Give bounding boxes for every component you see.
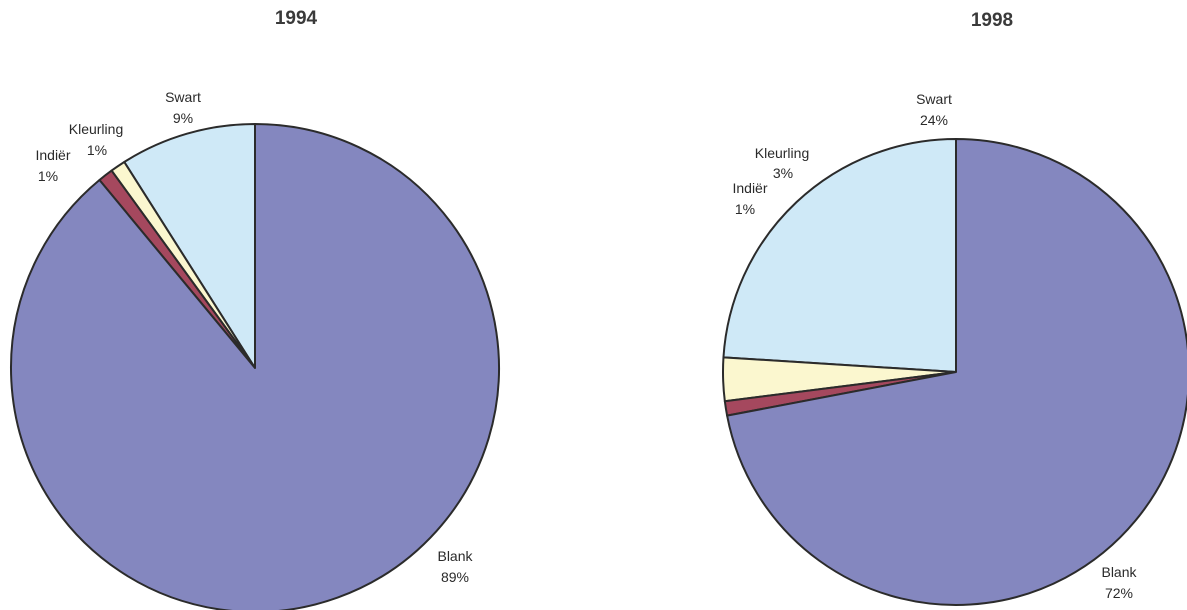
pie-chart-1998: 1998 Blank 72% Indiër 1% Kleurling 3% Swart 24%: [722, 10, 1187, 606]
slice-label-indier-1998: Indiër: [732, 180, 767, 196]
slice-value-swart-1994: 9%: [173, 110, 193, 126]
slice-value-kleurling-1994: 1%: [87, 142, 107, 158]
slice-value-kleurling-1998: 3%: [773, 165, 793, 181]
pie-chart-1994: 1994 Blank 89% Indiër 1% Kleurling 1% Swart 9%: [10, 8, 500, 610]
pie-slice-swart-1998: [722, 138, 957, 373]
slice-label-blank-1994: Blank: [437, 548, 473, 564]
pie-slice-blank-1998: [726, 138, 1187, 606]
slice-value-indier-1998: 1%: [735, 201, 755, 217]
pie-slice-swart-1994: [123, 123, 256, 369]
pie-slice-blank-1994: [10, 123, 500, 610]
slice-value-blank-1994: 89%: [441, 569, 469, 585]
slice-label-swart-1998: Swart: [916, 91, 952, 107]
slice-label-kleurling-1994: Kleurling: [69, 121, 123, 137]
chart-title-1998: 1998: [971, 10, 1013, 31]
slice-value-indier-1994: 1%: [38, 168, 58, 184]
chart-title-1994: 1994: [275, 8, 318, 29]
slice-value-swart-1998: 24%: [920, 112, 948, 128]
slice-label-swart-1994: Swart: [165, 89, 201, 105]
slice-label-blank-1998: Blank: [1101, 564, 1137, 580]
slice-label-kleurling-1998: Kleurling: [755, 145, 809, 161]
slice-label-indier-1994: Indiër: [35, 147, 70, 163]
slice-value-blank-1998: 72%: [1105, 585, 1133, 601]
